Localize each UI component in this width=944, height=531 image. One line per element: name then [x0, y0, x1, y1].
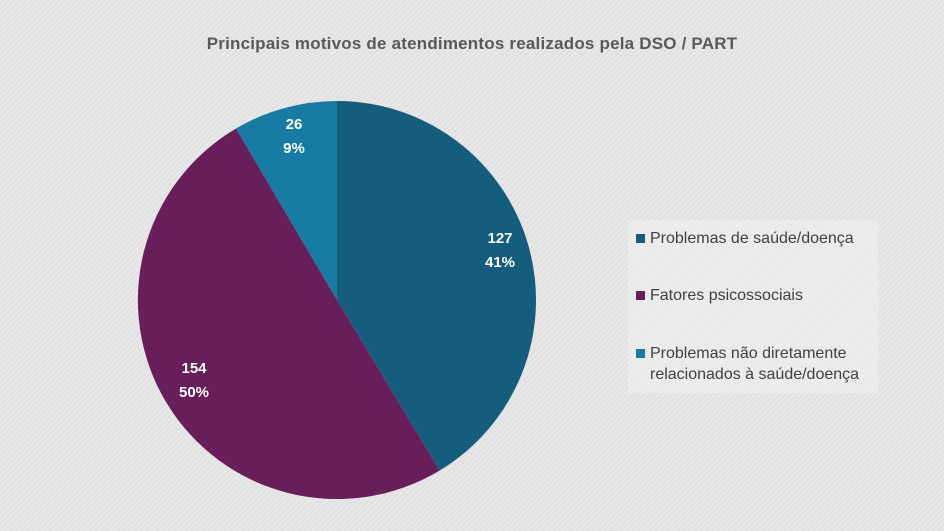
legend-swatch-problemas-nao-diretamente — [636, 349, 645, 358]
pie-slice-fatores-psicossociais — [137, 128, 440, 500]
data-label-percent-fatores-psicossociais: 50% — [179, 384, 209, 401]
data-label-percent-problemas-saude: 41% — [485, 254, 515, 271]
data-label-percent-problemas-nao-diretamente: 9% — [283, 140, 305, 157]
pie-slice-problemas-saude — [337, 101, 537, 471]
chart-title: Principais motivos de atendimentos reali… — [206, 34, 738, 53]
legend-label-problemas-nao-diretamente: Problemas não diretamente relacionados à… — [650, 345, 860, 383]
legend-label-fatores-psicossociais: Fatores psicossociais — [650, 287, 803, 304]
legend-item-problemas-saude: Problemas de saúde/doença — [636, 228, 854, 249]
legend-label-problemas-saude: Problemas de saúde/doença — [650, 230, 854, 247]
legend: Problemas de saúde/doença Fatores psicos… — [628, 220, 878, 393]
legend-swatch-fatores-psicossociais — [636, 291, 645, 300]
data-label-value-fatores-psicossociais: 154 — [181, 360, 207, 377]
legend-item-problemas-nao-diretamente: Problemas não diretamente relacionados à… — [636, 343, 859, 385]
data-label-value-problemas-saude: 127 — [487, 230, 512, 247]
legend-item-fatores-psicossociais: Fatores psicossociais — [636, 285, 803, 306]
legend-swatch-problemas-saude — [636, 234, 645, 243]
data-label-value-problemas-nao-diretamente: 26 — [286, 116, 303, 133]
pie-slice-problemas-nao-diretamente — [236, 101, 337, 300]
